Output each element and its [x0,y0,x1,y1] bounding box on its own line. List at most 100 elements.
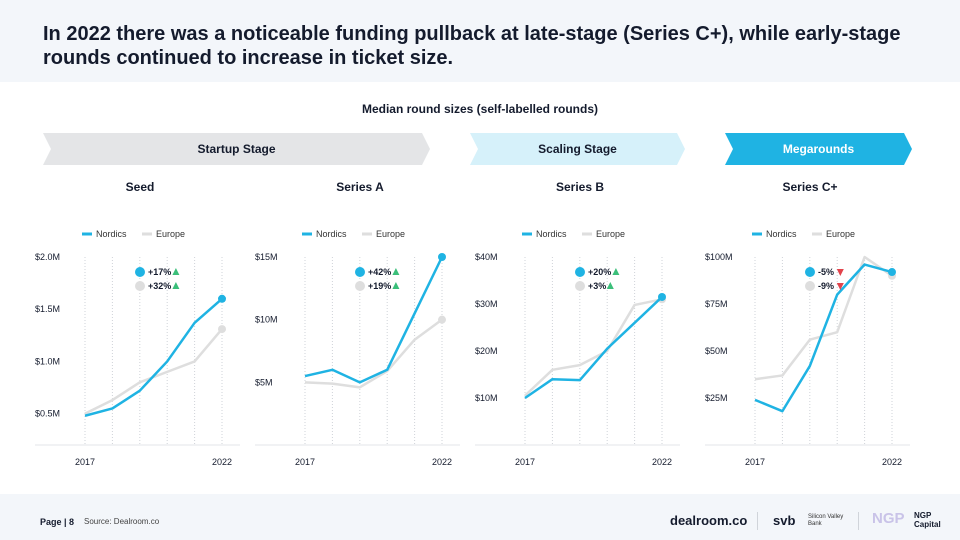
x-tick-label: 2022 [882,457,902,467]
change-dot-nordics [805,267,815,277]
trend-down-icon [836,269,844,276]
series-line-nordics [304,256,444,384]
x-tick-label: 2022 [652,457,672,467]
x-tick-label: 2017 [515,457,535,467]
legend-label-nordics: Nordics [766,229,797,239]
y-tick-label: $1.0M [35,356,60,366]
y-tick-label: $10M [255,315,278,325]
stage-scaling-arrow [470,133,685,165]
change-label-europe: -9% [818,281,834,291]
y-tick-label: $25M [705,393,728,403]
series-line-europe [754,255,893,381]
legend-label-europe: Europe [596,229,625,239]
change-label-europe: +32% [148,281,171,291]
stage-scaling-label: Scaling Stage [538,142,617,156]
dealroom-logo: dealroom.co [670,513,748,528]
y-tick-label: $75M [705,299,728,309]
series-line-nordics [754,263,893,413]
change-dot-europe [135,281,145,291]
change-dot-nordics [355,267,365,277]
chart-seed: Seed $0.5M $1.0M $1.5M $2.0M 2017 2022 Nordics… [30,180,250,480]
series-end-point-nordics [658,292,666,301]
legend-label-europe: Europe [156,229,185,239]
footer-divider [858,512,859,530]
stage-banner-scaling: Scaling Stage [470,133,685,165]
stage-startup-arrow [43,133,430,165]
chart-title: Series C+ [782,180,838,194]
chart-plot-series-b: $10M $20M $30M $40M 2017 2022 Nordics Europe +20… [475,229,680,467]
change-label-europe: +19% [368,281,391,291]
change-label-nordics: -5% [818,267,834,277]
change-dot-europe [805,281,815,291]
page-number: Page | 8 [40,517,75,527]
y-tick-label: $1.5M [35,304,60,314]
chart-series-a: Series A $5M $10M $15M 2017 2022 Nordics Europ… [250,180,470,480]
footer-divider [757,512,758,530]
ngp-logo: NGP [872,510,905,527]
y-tick-label: $10M [475,393,498,403]
source-note: Source: Dealroom.co [84,517,160,526]
x-tick-label: 2022 [212,457,232,467]
chart-series-c: Series C+ $25M $50M $75M $100M 2017 2022 Nordi… [700,180,920,480]
series-line-nordics [524,296,663,400]
y-tick-label: $15M [255,252,278,262]
change-label-nordics: +20% [588,267,611,277]
change-dot-europe [575,281,585,291]
chart-plot-seed: $0.5M $1.0M $1.5M $2.0M 2017 2022 Nordics Europ… [35,229,240,467]
y-tick-label: $5M [255,377,273,387]
series-end-point-europe [438,315,446,324]
stage-mega-label: Megarounds [782,142,855,156]
stage-banner-mega: Megarounds [725,133,912,165]
legend-label-nordics: Nordics [316,229,347,239]
y-tick-label: $30M [475,299,498,309]
trend-up-icon [606,282,614,289]
trend-up-icon [172,268,180,275]
chart-series-b: Series B $10M $20M $30M $40M 2017 2022 Nordics… [470,180,690,480]
footer [0,494,960,540]
series-end-point-europe [218,325,226,334]
trend-up-icon [392,268,400,275]
chart-plot-series-c: $25M $50M $75M $100M 2017 2022 Nordics Europe -5… [705,229,910,467]
change-dot-nordics [135,267,145,277]
stage-banner-startup: Startup Stage [43,133,430,165]
stage-mega-arrow [725,133,912,165]
trend-up-icon [612,268,620,275]
change-dot-nordics [575,267,585,277]
svb-logo-subtitle: Silicon Valley Bank [808,514,844,527]
change-dot-europe [355,281,365,291]
trend-up-icon [172,282,180,289]
series-line-europe [84,328,223,415]
headline: In 2022 there was a noticeable funding p… [43,23,901,69]
series-line-nordics [84,297,223,417]
y-tick-label: $40M [475,252,498,262]
chart-title: Series A [336,180,384,194]
chart-title: Series B [555,180,605,194]
y-tick-label: $20M [475,346,498,356]
legend-label-nordics: Nordics [536,229,567,239]
change-label-nordics: +42% [368,267,391,277]
y-tick-label: $50M [705,346,728,356]
x-tick-label: 2022 [432,457,452,467]
legend-label-europe: Europe [376,229,405,239]
y-tick-label: $0.5M [35,409,60,419]
legend-label-europe: Europe [826,229,855,239]
legend-label-nordics: Nordics [96,229,127,239]
x-tick-label: 2017 [75,457,95,467]
chart-title: Seed [125,180,155,194]
svb-logo: svb [773,513,796,528]
series-end-point-nordics [438,253,446,261]
trend-down-icon [836,283,844,290]
series-line-europe [524,298,663,397]
stage-startup-label: Startup Stage [197,142,276,156]
change-label-nordics: +17% [148,267,171,277]
y-tick-label: $100M [705,252,733,262]
y-tick-label: $2.0M [35,252,60,262]
series-end-point-nordics [888,268,896,277]
series-line-europe [304,318,443,389]
chart-plot-series-a: $5M $10M $15M 2017 2022 Nordics Europe +42% +19% [255,229,460,467]
x-tick-label: 2017 [295,457,315,467]
chart-subtitle: Median round sizes (self-labelled rounds… [361,102,599,116]
ngp-logo-subtitle: NGP Capital [914,511,941,529]
change-label-europe: +3% [588,281,606,291]
